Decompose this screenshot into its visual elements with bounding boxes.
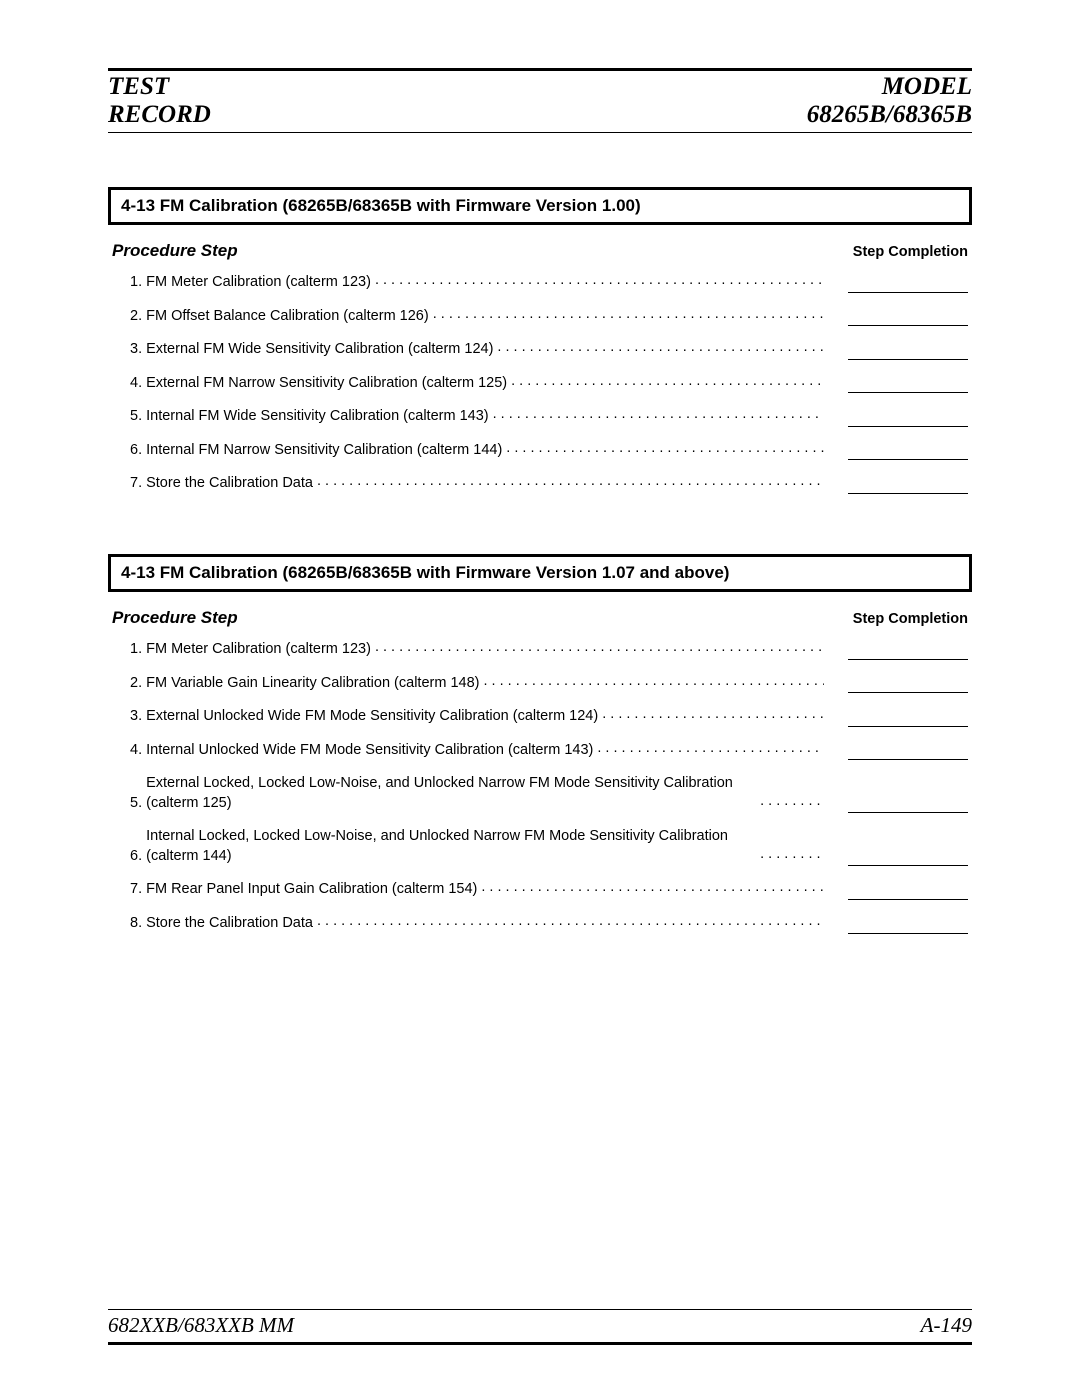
step-text: External FM Narrow Sensitivity Calibrati… [146,374,507,394]
section-2-title-box: 4-13 FM Calibration (68265B/68365B with … [108,554,972,592]
step-item: FM Variable Gain Linearity Calibration (… [130,674,968,694]
completion-blank[interactable] [848,278,968,293]
step-text: FM Meter Calibration (calterm 123) [146,640,371,660]
header-left: TEST RECORD [108,73,211,128]
footer-right: A-149 [921,1313,972,1338]
step-text: External Locked, Locked Low-Noise, and U… [146,774,756,813]
step-item: FM Meter Calibration (calterm 123) [130,640,968,660]
completion-blank[interactable] [848,746,968,761]
leader-dots [602,710,824,723]
leader-dots [483,676,824,689]
completion-blank[interactable] [848,312,968,327]
section-2: 4-13 FM Calibration (68265B/68365B with … [108,554,972,966]
leader-dots [433,309,824,322]
header-right: MODEL 68265B/68365B [807,73,972,128]
step-item: Internal FM Wide Sensitivity Calibration… [130,407,968,427]
step-text: Store the Calibration Data [146,474,313,494]
procedure-step-label: Procedure Step [112,241,238,261]
section-1-step-header: Procedure Step Step Completion [108,235,972,273]
section-1-title: 4-13 FM Calibration (68265B/68365B with … [121,196,959,216]
page-footer: 682XXB/683XXB MM A-149 [108,1309,972,1345]
section-2-title: 4-13 FM Calibration (68265B/68365B with … [121,563,959,583]
section-2-step-header: Procedure Step Step Completion [108,602,972,640]
step-completion-label: Step Completion [853,244,968,260]
step-text: Internal Unlocked Wide FM Mode Sensitivi… [146,741,593,761]
leader-dots [511,376,824,389]
leader-dots [760,796,824,809]
completion-blank[interactable] [848,852,968,867]
leader-dots [375,642,824,655]
section-1: 4-13 FM Calibration (68265B/68365B with … [108,187,972,526]
leader-dots [375,276,824,289]
completion-blank[interactable] [848,645,968,660]
step-text: Internal FM Narrow Sensitivity Calibrati… [146,441,502,461]
section-1-steps: FM Meter Calibration (calterm 123) FM Of… [108,273,972,526]
step-text: FM Meter Calibration (calterm 123) [146,273,371,293]
page-header: TEST RECORD MODEL 68265B/68365B [108,68,972,133]
step-text: FM Offset Balance Calibration (calterm 1… [146,307,429,327]
completion-blank[interactable] [848,446,968,461]
step-item: Store the Calibration Data [130,914,968,934]
leader-dots [760,849,824,862]
step-item: External Unlocked Wide FM Mode Sensitivi… [130,707,968,727]
step-text: Internal FM Wide Sensitivity Calibration… [146,407,488,427]
header-left-line2: RECORD [108,101,211,129]
step-item: Internal FM Narrow Sensitivity Calibrati… [130,441,968,461]
step-item: FM Meter Calibration (calterm 123) [130,273,968,293]
step-item: External Locked, Locked Low-Noise, and U… [130,774,968,813]
leader-dots [317,917,824,930]
step-text: FM Variable Gain Linearity Calibration (… [146,674,479,694]
step-item: FM Rear Panel Input Gain Calibration (ca… [130,880,968,900]
completion-blank[interactable] [848,886,968,901]
procedure-step-label: Procedure Step [112,608,238,628]
header-right-line1: MODEL [807,73,972,101]
completion-blank[interactable] [848,919,968,934]
step-text: Store the Calibration Data [146,914,313,934]
step-item: Internal Unlocked Wide FM Mode Sensitivi… [130,741,968,761]
section-2-steps: FM Meter Calibration (calterm 123) FM Va… [108,640,972,966]
leader-dots [497,343,824,356]
step-text: External FM Wide Sensitivity Calibration… [146,340,493,360]
leader-dots [317,477,824,490]
header-right-line2: 68265B/68365B [807,101,972,129]
completion-blank[interactable] [848,799,968,814]
step-item: External FM Wide Sensitivity Calibration… [130,340,968,360]
completion-blank[interactable] [848,379,968,394]
step-item: Internal Locked, Locked Low-Noise, and U… [130,827,968,866]
completion-blank[interactable] [848,345,968,360]
step-item: FM Offset Balance Calibration (calterm 1… [130,307,968,327]
leader-dots [506,443,824,456]
completion-blank[interactable] [848,679,968,694]
completion-blank[interactable] [848,712,968,727]
step-item: External FM Narrow Sensitivity Calibrati… [130,374,968,394]
footer-left: 682XXB/683XXB MM [108,1313,294,1338]
step-completion-label: Step Completion [853,611,968,627]
completion-blank[interactable] [848,412,968,427]
step-item: Store the Calibration Data [130,474,968,494]
leader-dots [481,883,824,896]
step-text: External Unlocked Wide FM Mode Sensitivi… [146,707,598,727]
leader-dots [493,410,824,423]
completion-blank[interactable] [848,479,968,494]
section-1-title-box: 4-13 FM Calibration (68265B/68365B with … [108,187,972,225]
leader-dots [597,743,824,756]
step-text: Internal Locked, Locked Low-Noise, and U… [146,827,756,866]
header-left-line1: TEST [108,73,211,101]
step-text: FM Rear Panel Input Gain Calibration (ca… [146,880,477,900]
